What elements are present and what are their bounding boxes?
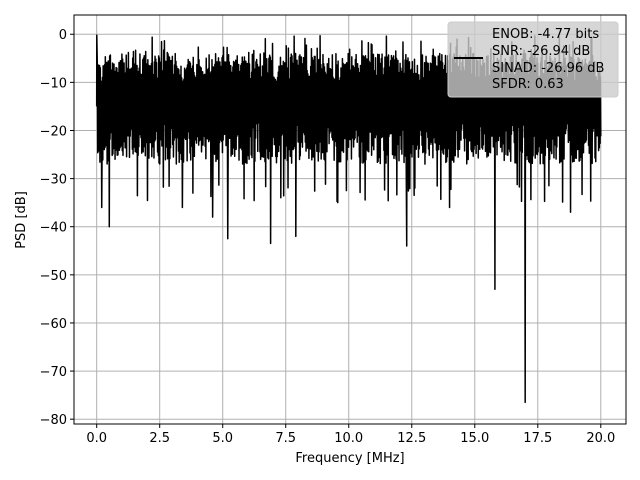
y-tick-label: −40 [40, 221, 67, 236]
x-tick-label: 2.5 [149, 431, 170, 446]
y-tick-label: −60 [40, 317, 67, 332]
x-tick-label: 7.5 [275, 431, 296, 446]
y-axis-label: PSD [dB] [14, 191, 29, 249]
y-tick-label: −10 [40, 76, 67, 91]
y-tick-label: −70 [40, 365, 67, 380]
legend-entry-enob: ENOB: -4.77 bits [492, 27, 599, 42]
x-tick-label: 5.0 [212, 431, 233, 446]
y-tick-label: −80 [40, 413, 67, 428]
x-tick-label: 15.0 [460, 431, 489, 446]
x-tick-label: 17.5 [523, 431, 552, 446]
x-tick-label: 0.0 [86, 431, 107, 446]
y-tick-label: 0 [59, 28, 67, 43]
legend-entry-sfdr: SFDR: 0.63 [492, 77, 564, 92]
legend-box [447, 21, 619, 98]
x-tick-label: 10.0 [334, 431, 363, 446]
legend: ENOB: -4.77 bits SNR: -26.94 dB SINAD: -… [447, 21, 619, 98]
x-tick-label: 20.0 [586, 431, 615, 446]
x-tick-label: 12.5 [397, 431, 426, 446]
legend-entry-snr: SNR: -26.94 dB [492, 44, 590, 59]
plot-frame [73, 14, 627, 425]
y-tick-label: −30 [40, 173, 67, 188]
y-tick-label: −20 [40, 124, 67, 139]
x-axis-label: Frequency [MHz] [295, 451, 404, 466]
legend-entry-sinad: SINAD: -26.96 dB [492, 61, 604, 76]
y-tick-label: −50 [40, 269, 67, 284]
